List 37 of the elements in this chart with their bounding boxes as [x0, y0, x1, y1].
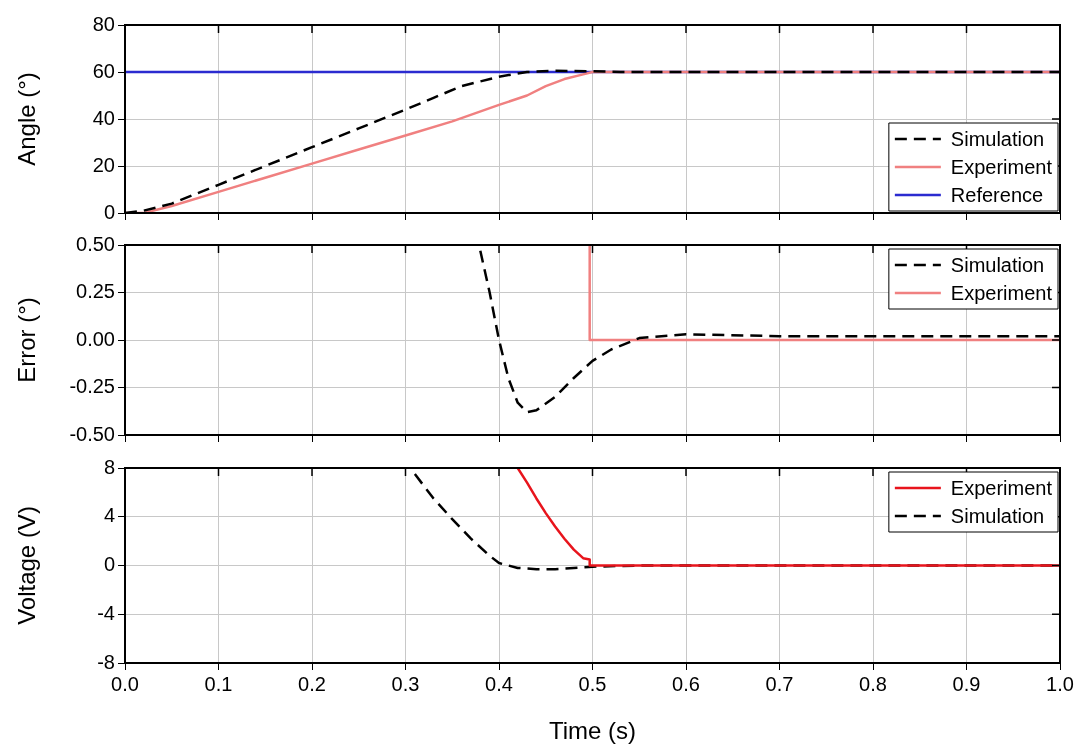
x-axis-title: Time (s): [548, 717, 637, 745]
x-tick-label: 1.0: [1046, 672, 1074, 695]
legend-label: Simulation: [950, 127, 1045, 150]
y-tick-label: 20: [92, 153, 115, 176]
x-tick-label: 0.2: [298, 672, 326, 695]
y-tick-label: 0.50: [76, 232, 115, 255]
y-tick-label: 0: [103, 200, 115, 223]
x-tick-label: 0.4: [485, 672, 513, 695]
legend-label: Experiment: [950, 155, 1053, 178]
x-tick-label: 0.1: [204, 672, 233, 695]
y-tick-label: -8: [97, 650, 115, 673]
y-tick-label: 8: [103, 455, 115, 478]
legend-label: Experiment: [950, 476, 1053, 499]
y-tick-label: 40: [92, 106, 115, 129]
x-tick-label: 0.3: [391, 672, 420, 695]
y-tick-label: 0.25: [76, 280, 115, 303]
y-tick-label: -0.25: [69, 375, 115, 398]
x-tick-label: 0.8: [859, 672, 887, 695]
y-tick-label: -0.50: [69, 422, 115, 445]
y-tick-label: 80: [92, 12, 115, 35]
y-tick-label: 0.00: [76, 327, 115, 350]
legend-label: Reference: [950, 183, 1044, 206]
x-tick-label: 0.5: [578, 672, 607, 695]
y-axis-title: Error (°): [13, 297, 41, 383]
legend-label: Experiment: [950, 281, 1053, 304]
x-tick-label: 0.9: [952, 672, 981, 695]
legend-label: Simulation: [950, 253, 1045, 276]
y-axis-title: Angle (°): [13, 72, 41, 166]
x-tick-label: 0.0: [111, 672, 139, 695]
y-tick-label: 4: [103, 504, 115, 527]
y-tick-label: 0: [103, 553, 115, 576]
x-tick-label: 0.6: [672, 672, 700, 695]
y-tick-label: 60: [92, 59, 115, 82]
legend-label: Simulation: [950, 504, 1045, 527]
x-tick-label: 0.7: [765, 672, 794, 695]
y-tick-label: -4: [97, 601, 115, 624]
y-axis-title: Voltage (V): [13, 506, 41, 625]
